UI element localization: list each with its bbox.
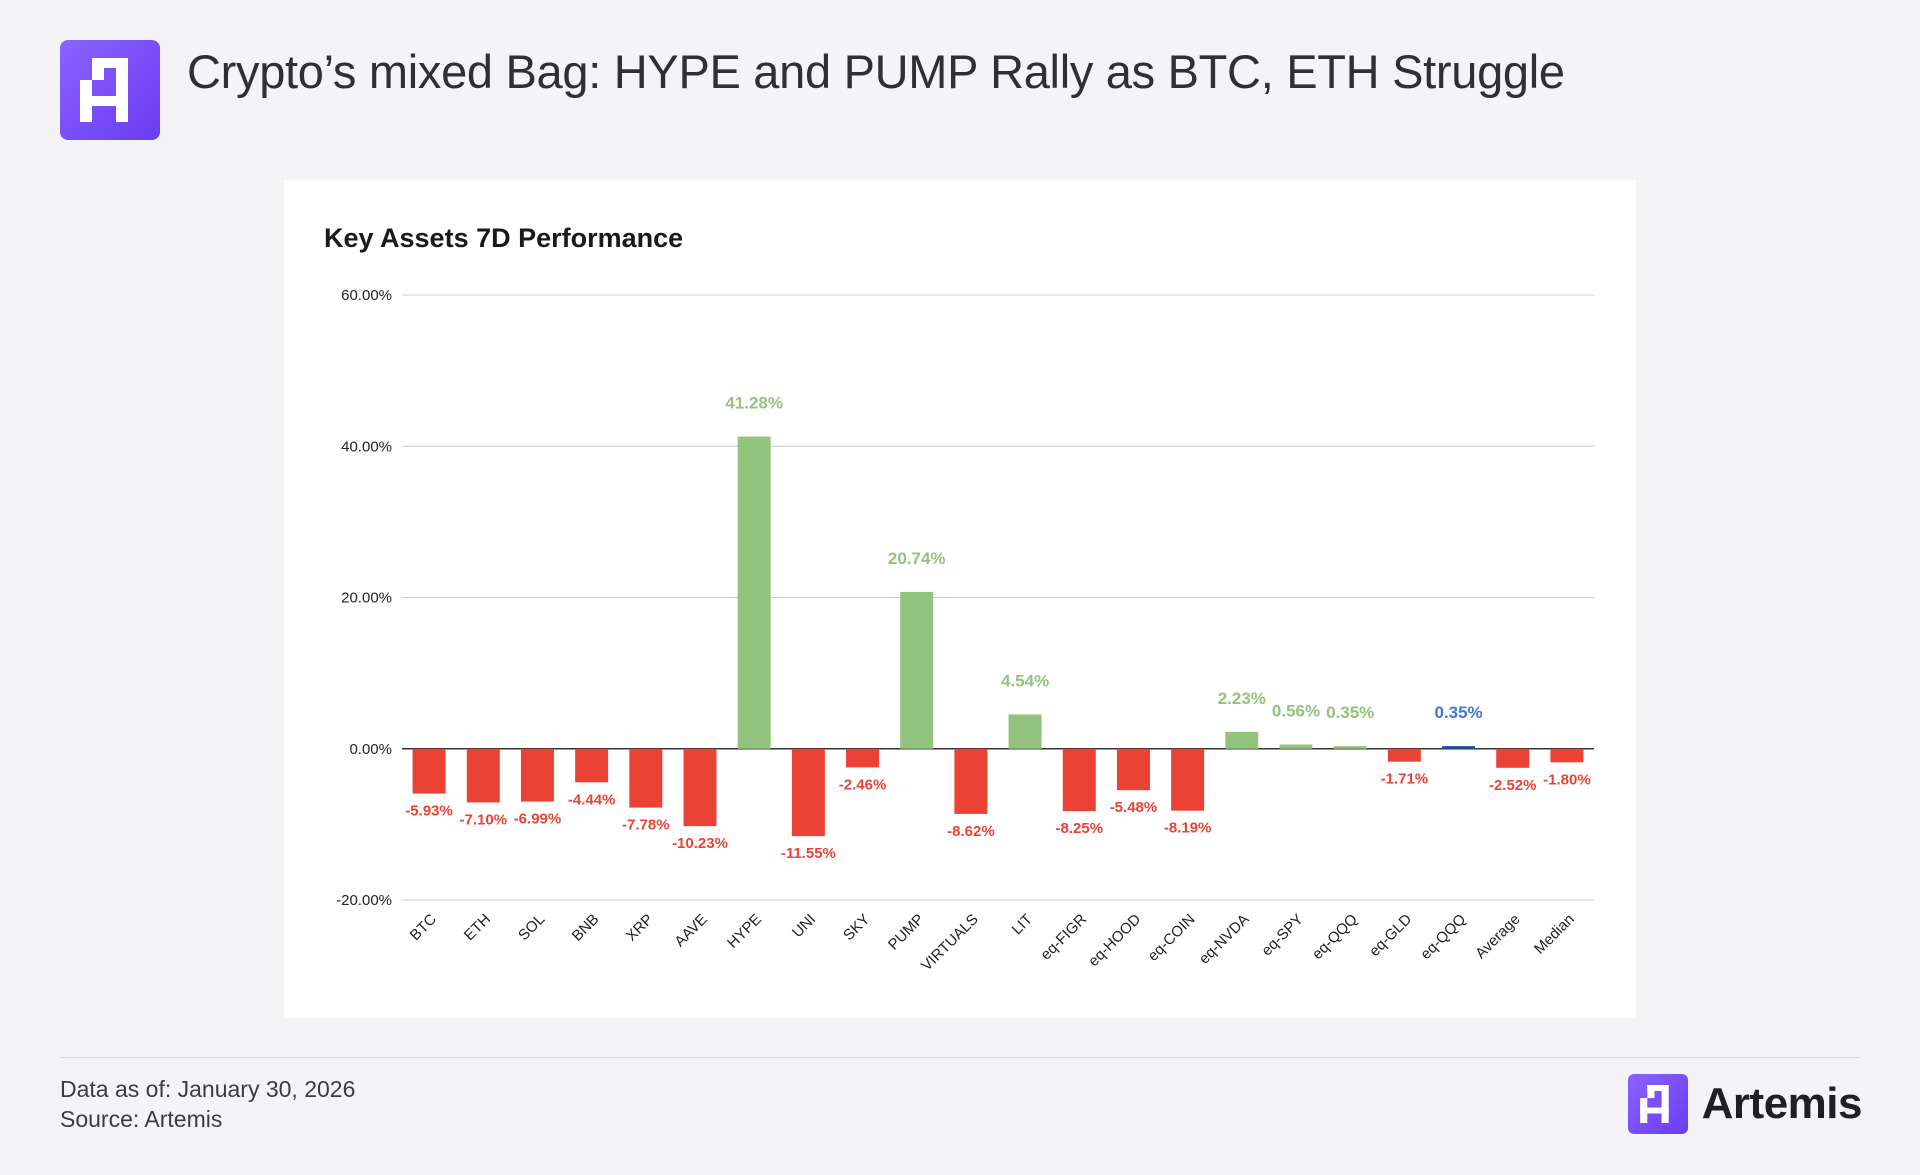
chart-card: Key Assets 7D Performance 60.00% 40.00% 20… (284, 180, 1636, 1018)
data-label: 4.54% (1001, 671, 1049, 690)
bar-sky (846, 748, 880, 768)
bar-median (1550, 748, 1584, 763)
bar-aave (683, 748, 717, 827)
artemis-logo-icon (60, 40, 160, 140)
bar-eq-qqq (1333, 746, 1367, 749)
y-tick-label: -20.00% (336, 892, 392, 909)
bar-pump (900, 591, 934, 749)
x-tick-label: AAVE (671, 911, 711, 951)
x-tick-label: eq-NVDA (1196, 911, 1253, 968)
brand-logo: Artemis (1627, 1074, 1863, 1134)
artemis-logo-icon (1627, 1074, 1688, 1134)
bar-bnb (575, 748, 609, 783)
page-title: Crypto’s mixed Bag: HYPE and PUMP Rally … (187, 45, 1565, 98)
data-label: -4.44% (568, 791, 616, 808)
data-label: -5.48% (1110, 799, 1158, 816)
bar-xrp (629, 748, 663, 808)
x-tick-label: HYPE (724, 911, 765, 952)
x-tick-label: eq-GLD (1366, 911, 1415, 960)
x-tick-label: BTC (407, 911, 440, 944)
x-tick-label: eq-QQQ (1417, 911, 1469, 963)
data-label: -11.55% (781, 845, 836, 862)
bar-lit (1008, 714, 1042, 749)
data-label: 2.23% (1218, 689, 1266, 708)
bar-eq-hood (1116, 748, 1150, 791)
data-label: 0.35% (1326, 703, 1374, 722)
data-label: -8.25% (1056, 820, 1104, 837)
data-label: -2.52% (1489, 777, 1537, 794)
x-tick-label: SKY (840, 911, 873, 944)
x-tick-label: ETH (461, 911, 494, 944)
x-tick-label: VIRTUALS (918, 911, 982, 975)
footer-divider (60, 1057, 1860, 1058)
data-label: 0.35% (1434, 703, 1482, 722)
x-tick-label: Median (1531, 911, 1578, 958)
x-tick-label: SOL (515, 911, 548, 944)
bar-eq-figr (1062, 748, 1096, 812)
source-note: Source: Artemis (60, 1106, 223, 1132)
x-tick-label: eq-FIGR (1037, 911, 1090, 964)
bar-hype (737, 436, 771, 749)
y-tick-label: 60.00% (341, 287, 392, 304)
brand-name: Artemis (1701, 1079, 1863, 1128)
x-tick-label: BNB (569, 911, 603, 945)
data-date-note: Data as of: January 30, 2026 (60, 1076, 356, 1102)
bar-uni (791, 748, 825, 837)
x-tick-label: Average (1472, 911, 1523, 962)
data-label: 20.74% (888, 549, 946, 568)
x-tick-label: eq-SPY (1258, 911, 1307, 960)
bar-eth (466, 748, 500, 803)
x-tick-label: eq-COIN (1145, 911, 1199, 965)
data-label: -10.23% (672, 835, 728, 852)
x-tick-label: LIT (1009, 911, 1036, 938)
x-tick-label: UNI (789, 911, 819, 941)
data-label: -2.46% (839, 776, 887, 793)
y-tick-label: 40.00% (341, 438, 392, 455)
data-label: -1.80% (1543, 771, 1591, 788)
data-label: 41.28% (725, 394, 783, 413)
x-tick-label: XRP (623, 911, 657, 945)
bar-eq-gld (1387, 748, 1421, 762)
data-label: -5.93% (405, 803, 453, 820)
bar-chart: Key Assets 7D Performance 60.00% 40.00% 20… (324, 223, 1594, 975)
x-tick-label: eq-HOOD (1085, 911, 1144, 970)
bar-btc (412, 748, 446, 794)
data-label: -8.62% (947, 823, 995, 840)
chart-title: Key Assets 7D Performance (324, 223, 683, 253)
data-label: -8.19% (1164, 820, 1212, 837)
data-label: -1.71% (1381, 771, 1429, 788)
data-label: -6.99% (514, 811, 562, 828)
data-label: -7.10% (460, 811, 508, 828)
y-tick-label: 0.00% (349, 741, 392, 758)
x-tick-label: eq-QQQ (1309, 911, 1361, 963)
bar-virtuals (954, 748, 988, 814)
x-tick-label: PUMP (885, 911, 928, 954)
bar-eq-coin (1171, 748, 1205, 811)
data-label: -7.78% (622, 817, 670, 834)
y-tick-label: 20.00% (341, 590, 392, 607)
bar-eq-qqq (1442, 746, 1476, 749)
data-label: 0.56% (1272, 702, 1320, 721)
bar-sol (520, 748, 554, 802)
bar-average (1496, 748, 1530, 768)
bar-eq-nvda (1225, 731, 1259, 749)
bar-eq-spy (1279, 744, 1313, 749)
